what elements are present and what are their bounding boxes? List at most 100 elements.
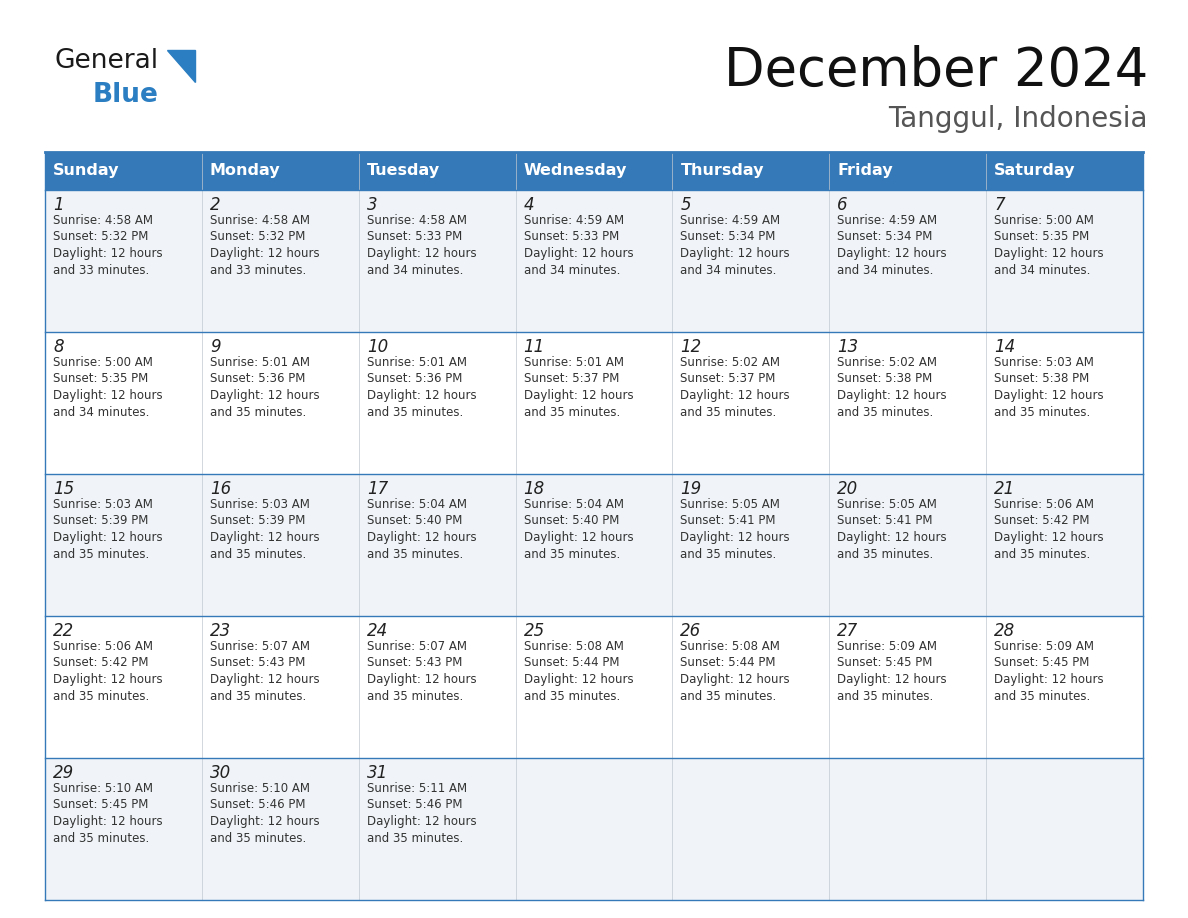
Text: Sunrise: 5:00 AM
Sunset: 5:35 PM
Daylight: 12 hours
and 34 minutes.: Sunrise: 5:00 AM Sunset: 5:35 PM Dayligh… xyxy=(994,214,1104,276)
Text: 4: 4 xyxy=(524,196,535,214)
Text: 3: 3 xyxy=(367,196,378,214)
Bar xyxy=(516,332,672,474)
Bar xyxy=(829,332,986,474)
Text: 18: 18 xyxy=(524,480,545,498)
Text: Sunrise: 5:00 AM
Sunset: 5:35 PM
Daylight: 12 hours
and 34 minutes.: Sunrise: 5:00 AM Sunset: 5:35 PM Dayligh… xyxy=(53,356,163,419)
Bar xyxy=(672,152,829,190)
Text: 2: 2 xyxy=(210,196,221,214)
Text: Sunrise: 5:04 AM
Sunset: 5:40 PM
Daylight: 12 hours
and 35 minutes.: Sunrise: 5:04 AM Sunset: 5:40 PM Dayligh… xyxy=(367,498,476,561)
Text: 21: 21 xyxy=(994,480,1016,498)
Text: 23: 23 xyxy=(210,622,232,640)
Bar xyxy=(986,616,1143,758)
Text: 31: 31 xyxy=(367,764,388,782)
Text: Sunrise: 5:08 AM
Sunset: 5:44 PM
Daylight: 12 hours
and 35 minutes.: Sunrise: 5:08 AM Sunset: 5:44 PM Dayligh… xyxy=(524,640,633,702)
Bar xyxy=(672,474,829,616)
Text: 30: 30 xyxy=(210,764,232,782)
Text: 22: 22 xyxy=(53,622,74,640)
Text: Sunrise: 5:03 AM
Sunset: 5:39 PM
Daylight: 12 hours
and 35 minutes.: Sunrise: 5:03 AM Sunset: 5:39 PM Dayligh… xyxy=(53,498,163,561)
Bar xyxy=(829,474,986,616)
Text: Sunrise: 5:01 AM
Sunset: 5:36 PM
Daylight: 12 hours
and 35 minutes.: Sunrise: 5:01 AM Sunset: 5:36 PM Dayligh… xyxy=(367,356,476,419)
Text: Sunrise: 5:04 AM
Sunset: 5:40 PM
Daylight: 12 hours
and 35 minutes.: Sunrise: 5:04 AM Sunset: 5:40 PM Dayligh… xyxy=(524,498,633,561)
Bar xyxy=(672,616,829,758)
Bar xyxy=(516,190,672,332)
Bar xyxy=(672,758,829,900)
Text: 25: 25 xyxy=(524,622,545,640)
Text: 17: 17 xyxy=(367,480,388,498)
Bar xyxy=(45,190,202,332)
Text: Tanggul, Indonesia: Tanggul, Indonesia xyxy=(889,105,1148,133)
Text: Sunrise: 5:05 AM
Sunset: 5:41 PM
Daylight: 12 hours
and 35 minutes.: Sunrise: 5:05 AM Sunset: 5:41 PM Dayligh… xyxy=(681,498,790,561)
Text: 12: 12 xyxy=(681,338,702,356)
Bar xyxy=(986,152,1143,190)
Bar xyxy=(359,474,516,616)
Text: General: General xyxy=(55,48,159,74)
Text: Sunrise: 4:59 AM
Sunset: 5:34 PM
Daylight: 12 hours
and 34 minutes.: Sunrise: 4:59 AM Sunset: 5:34 PM Dayligh… xyxy=(681,214,790,276)
Text: Sunrise: 4:59 AM
Sunset: 5:34 PM
Daylight: 12 hours
and 34 minutes.: Sunrise: 4:59 AM Sunset: 5:34 PM Dayligh… xyxy=(838,214,947,276)
Bar xyxy=(202,190,359,332)
Text: Thursday: Thursday xyxy=(681,163,764,178)
Text: Sunrise: 5:07 AM
Sunset: 5:43 PM
Daylight: 12 hours
and 35 minutes.: Sunrise: 5:07 AM Sunset: 5:43 PM Dayligh… xyxy=(367,640,476,702)
Bar xyxy=(986,758,1143,900)
Bar xyxy=(45,332,202,474)
Text: Wednesday: Wednesday xyxy=(524,163,627,178)
Text: 14: 14 xyxy=(994,338,1016,356)
Text: Sunrise: 5:03 AM
Sunset: 5:38 PM
Daylight: 12 hours
and 35 minutes.: Sunrise: 5:03 AM Sunset: 5:38 PM Dayligh… xyxy=(994,356,1104,419)
Bar xyxy=(45,152,202,190)
Text: Sunrise: 5:02 AM
Sunset: 5:38 PM
Daylight: 12 hours
and 35 minutes.: Sunrise: 5:02 AM Sunset: 5:38 PM Dayligh… xyxy=(838,356,947,419)
Text: Sunrise: 5:05 AM
Sunset: 5:41 PM
Daylight: 12 hours
and 35 minutes.: Sunrise: 5:05 AM Sunset: 5:41 PM Dayligh… xyxy=(838,498,947,561)
Text: Sunrise: 5:06 AM
Sunset: 5:42 PM
Daylight: 12 hours
and 35 minutes.: Sunrise: 5:06 AM Sunset: 5:42 PM Dayligh… xyxy=(53,640,163,702)
Bar xyxy=(359,152,516,190)
Text: 8: 8 xyxy=(53,338,64,356)
Bar xyxy=(359,758,516,900)
Bar xyxy=(516,758,672,900)
Text: Sunrise: 4:58 AM
Sunset: 5:32 PM
Daylight: 12 hours
and 33 minutes.: Sunrise: 4:58 AM Sunset: 5:32 PM Dayligh… xyxy=(53,214,163,276)
Text: 5: 5 xyxy=(681,196,691,214)
Text: 13: 13 xyxy=(838,338,859,356)
Text: 1: 1 xyxy=(53,196,64,214)
Bar xyxy=(45,616,202,758)
Bar xyxy=(516,152,672,190)
Text: 15: 15 xyxy=(53,480,74,498)
Text: Sunrise: 5:06 AM
Sunset: 5:42 PM
Daylight: 12 hours
and 35 minutes.: Sunrise: 5:06 AM Sunset: 5:42 PM Dayligh… xyxy=(994,498,1104,561)
Polygon shape xyxy=(168,50,195,82)
Bar xyxy=(359,190,516,332)
Bar xyxy=(829,190,986,332)
Text: 28: 28 xyxy=(994,622,1016,640)
Bar xyxy=(829,758,986,900)
Text: Sunrise: 5:10 AM
Sunset: 5:46 PM
Daylight: 12 hours
and 35 minutes.: Sunrise: 5:10 AM Sunset: 5:46 PM Dayligh… xyxy=(210,782,320,845)
Text: Sunrise: 5:11 AM
Sunset: 5:46 PM
Daylight: 12 hours
and 35 minutes.: Sunrise: 5:11 AM Sunset: 5:46 PM Dayligh… xyxy=(367,782,476,845)
Bar xyxy=(516,474,672,616)
Bar xyxy=(359,332,516,474)
Text: 7: 7 xyxy=(994,196,1005,214)
Text: Sunrise: 5:10 AM
Sunset: 5:45 PM
Daylight: 12 hours
and 35 minutes.: Sunrise: 5:10 AM Sunset: 5:45 PM Dayligh… xyxy=(53,782,163,845)
Text: Blue: Blue xyxy=(93,82,159,108)
Text: Sunrise: 5:09 AM
Sunset: 5:45 PM
Daylight: 12 hours
and 35 minutes.: Sunrise: 5:09 AM Sunset: 5:45 PM Dayligh… xyxy=(838,640,947,702)
Text: Sunrise: 5:02 AM
Sunset: 5:37 PM
Daylight: 12 hours
and 35 minutes.: Sunrise: 5:02 AM Sunset: 5:37 PM Dayligh… xyxy=(681,356,790,419)
Text: Sunrise: 4:58 AM
Sunset: 5:32 PM
Daylight: 12 hours
and 33 minutes.: Sunrise: 4:58 AM Sunset: 5:32 PM Dayligh… xyxy=(210,214,320,276)
Bar xyxy=(672,190,829,332)
Bar xyxy=(202,332,359,474)
Bar xyxy=(986,332,1143,474)
Bar xyxy=(45,474,202,616)
Text: 27: 27 xyxy=(838,622,859,640)
Text: Tuesday: Tuesday xyxy=(367,163,440,178)
Bar xyxy=(202,616,359,758)
Bar xyxy=(45,758,202,900)
Bar xyxy=(986,474,1143,616)
Text: Sunrise: 5:03 AM
Sunset: 5:39 PM
Daylight: 12 hours
and 35 minutes.: Sunrise: 5:03 AM Sunset: 5:39 PM Dayligh… xyxy=(210,498,320,561)
Bar xyxy=(202,474,359,616)
Text: 11: 11 xyxy=(524,338,545,356)
Text: 26: 26 xyxy=(681,622,702,640)
Bar xyxy=(202,758,359,900)
Bar xyxy=(516,616,672,758)
Bar xyxy=(986,190,1143,332)
Text: 10: 10 xyxy=(367,338,388,356)
Bar xyxy=(359,616,516,758)
Text: Saturday: Saturday xyxy=(994,163,1075,178)
Text: Sunrise: 5:09 AM
Sunset: 5:45 PM
Daylight: 12 hours
and 35 minutes.: Sunrise: 5:09 AM Sunset: 5:45 PM Dayligh… xyxy=(994,640,1104,702)
Bar xyxy=(829,616,986,758)
Text: 16: 16 xyxy=(210,480,232,498)
Text: Sunrise: 5:07 AM
Sunset: 5:43 PM
Daylight: 12 hours
and 35 minutes.: Sunrise: 5:07 AM Sunset: 5:43 PM Dayligh… xyxy=(210,640,320,702)
Text: 6: 6 xyxy=(838,196,848,214)
Text: Friday: Friday xyxy=(838,163,893,178)
